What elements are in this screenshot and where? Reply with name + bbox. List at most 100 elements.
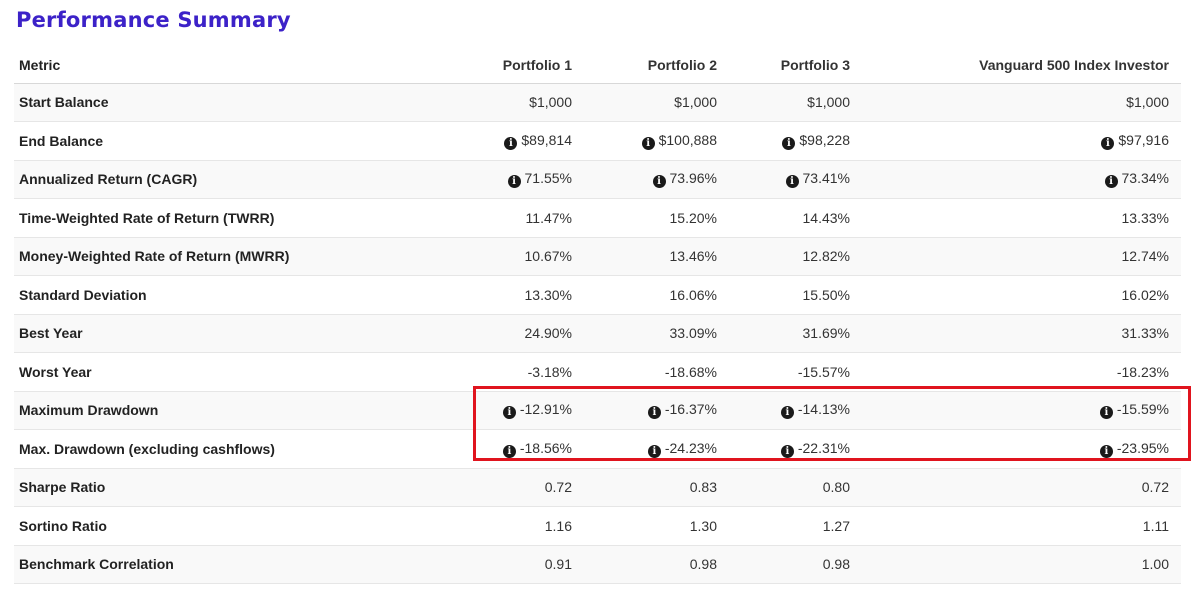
metric-value-cell: i 73.96% [584,160,729,199]
metric-value-cell: 16.06% [584,275,729,315]
metric-value: 1.00 [1141,556,1169,573]
metric-value-cell: 0.98 [729,545,862,584]
metric-value: 0.98 [822,556,850,573]
metric-value: 31.33% [1121,325,1169,342]
metric-value-cell: 1.00 [862,545,1181,584]
info-circle-icon[interactable]: i [647,444,661,458]
metric-value-cell: i 73.41% [729,160,862,199]
metric-label: Best Year [14,314,476,353]
metric-value-cell: i -18.56% [476,429,584,469]
info-circle-icon[interactable]: i [504,136,518,150]
metric-value-cell: i 71.55% [476,160,584,199]
metric-value-cell: 1.16 [476,506,584,546]
table-row: Maximum Drawdown i -12.91% i -16.37% i -14.13%… [14,391,1181,430]
metric-value-cell: 0.72 [476,468,584,507]
metric-value-cell: 12.82% [729,237,862,276]
column-header-benchmark: Vanguard 500 Index Investor [862,48,1181,84]
metric-value-cell: 14.43% [729,198,862,238]
metric-value: 0.72 [544,479,572,496]
metric-value-cell: 12.74% [862,237,1181,276]
metric-value-cell: -15.57% [729,352,862,392]
info-circle-icon[interactable]: i [652,175,666,189]
metric-label: Worst Year [14,352,476,392]
metric-value: 24.90% [524,325,572,342]
metric-label: Annualized Return (CAGR) [14,160,476,199]
metric-value: 12.74% [1121,248,1169,265]
info-circle-icon[interactable]: i [780,406,794,420]
metric-value: 33.09% [669,325,717,342]
metric-value-cell: 1.11 [862,506,1181,546]
metric-value: 0.98 [689,556,717,573]
metric-value: -15.57% [797,363,850,380]
metric-value: 73.96% [669,170,717,187]
metric-value-cell: 15.20% [584,198,729,238]
metric-label: Money-Weighted Rate of Return (MWRR) [14,237,476,276]
table-header-row: Metric Portfolio 1 Portfolio 2 Portfolio… [14,48,1181,84]
metric-value: -24.23% [664,439,717,456]
metric-value: -23.95% [1116,439,1169,456]
metric-value: 10.67% [524,248,572,265]
metric-value: -16.37% [664,401,717,418]
metric-value: -18.23% [1116,363,1169,380]
metric-value: -12.91% [519,401,572,418]
column-header-portfolio-3: Portfolio 3 [729,48,862,84]
metric-value-cell: 0.83 [584,468,729,507]
metric-value: 15.20% [669,209,717,226]
metric-label: Start Balance [14,83,476,122]
table-row: End Balance i $89,814 i $100,888 i $98,228 i $97… [14,121,1181,161]
metric-value: 0.83 [689,479,717,496]
info-circle-icon[interactable]: i [502,444,516,458]
info-circle-icon[interactable]: i [502,406,516,420]
metric-value: -18.56% [519,439,572,456]
metric-value: -14.13% [797,401,850,418]
metric-value: 1.30 [689,517,717,534]
table-row: Worst Year -3.18% -18.68% -15.57% -18.23% [14,352,1181,392]
table-row: Time-Weighted Rate of Return (TWRR) 11.47… [14,198,1181,238]
metric-value: 0.91 [544,556,572,573]
metric-value-cell: 1.30 [584,506,729,546]
metric-label: Standard Deviation [14,275,476,315]
metric-value-cell: 10.67% [476,237,584,276]
info-circle-icon[interactable]: i [780,444,794,458]
column-header-portfolio-1: Portfolio 1 [476,48,584,84]
metric-label: End Balance [14,121,476,161]
table-row: Annualized Return (CAGR) i 71.55% i 73.96% i 7… [14,160,1181,199]
info-circle-icon[interactable]: i [507,175,521,189]
table-row: Sharpe Ratio 0.72 0.83 0.80 0.72 [14,468,1181,507]
metric-value-cell: i $98,228 [729,121,862,161]
metric-value-cell: 33.09% [584,314,729,353]
metric-value-cell: i -23.95% [862,429,1181,469]
info-circle-icon[interactable]: i [1099,406,1113,420]
metric-value: -22.31% [797,439,850,456]
info-circle-icon[interactable]: i [647,406,661,420]
info-circle-icon[interactable]: i [1104,175,1118,189]
metric-value: 1.27 [822,517,850,534]
metric-label: Benchmark Correlation [14,545,476,584]
metric-value-cell: i $89,814 [476,121,584,161]
metric-value-cell: 13.33% [862,198,1181,238]
info-circle-icon[interactable]: i [782,136,796,150]
metric-value-cell: 1.27 [729,506,862,546]
metric-value-cell: $1,000 [584,83,729,122]
metric-value: -3.18% [527,363,572,380]
metric-label: Sharpe Ratio [14,468,476,507]
metric-value-cell: 0.72 [862,468,1181,507]
metric-value: 1.11 [1142,517,1169,534]
table-row: Money-Weighted Rate of Return (MWRR) 10.6… [14,237,1181,276]
metric-value-cell: 15.50% [729,275,862,315]
metric-value-cell: i -24.23% [584,429,729,469]
metric-value: $1,000 [1126,94,1169,111]
info-circle-icon[interactable]: i [785,175,799,189]
metric-value: $1,000 [674,94,717,111]
table-row: Start Balance $1,000 $1,000 $1,000 $1,000 [14,83,1181,122]
table-row: Sortino Ratio 1.16 1.30 1.27 1.11 [14,506,1181,546]
metric-value-cell: 13.46% [584,237,729,276]
metric-value: 15.50% [802,286,850,303]
metric-value-cell: -3.18% [476,352,584,392]
metric-value: 13.46% [669,248,717,265]
info-circle-icon[interactable]: i [1099,444,1113,458]
info-circle-icon[interactable]: i [641,136,655,150]
info-circle-icon[interactable]: i [1101,136,1115,150]
metric-value-cell: 11.47% [476,198,584,238]
metric-value-cell: i $100,888 [584,121,729,161]
